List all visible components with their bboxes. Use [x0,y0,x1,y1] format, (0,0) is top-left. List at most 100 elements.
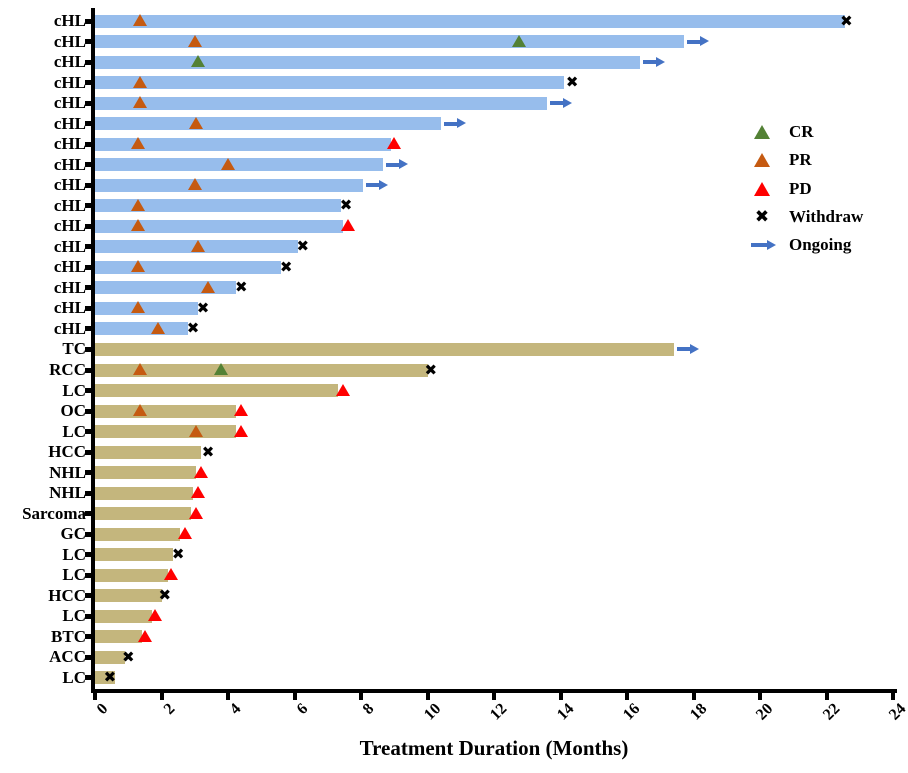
x-tick-label: 4 [226,700,245,718]
arrow-head [699,36,709,47]
cr-marker-icon [214,363,229,375]
row-label: cHL [53,236,86,256]
bar-hcc [95,589,162,603]
legend-pd-icon [754,181,770,196]
row-label: cHL [53,113,86,133]
pr-marker-icon [132,14,147,26]
row-label: cHL [53,154,86,174]
bar-btc [95,630,142,644]
arrow-head [456,118,466,129]
bar-chl [95,55,641,69]
withdraw-marker-icon: ✖ [840,11,853,30]
x-tick-label: 2 [160,700,178,718]
y-tick [85,141,92,147]
pr-marker-icon [131,219,146,232]
arrow-shaft [676,347,690,352]
bar-lc [95,384,338,398]
x-tick [226,693,230,700]
y-tick [85,346,92,352]
y-tick [85,634,92,640]
arrow-shaft [385,162,399,167]
bar-acc [95,650,125,664]
withdraw-marker-icon: ✖ [186,319,200,338]
withdraw-marker-icon: ✖ [424,360,438,379]
y-tick [85,121,92,127]
bar-nhl [95,486,194,500]
legend-label-withdraw: Withdraw [789,206,864,226]
pd-marker-icon [234,404,249,417]
y-tick [85,18,92,24]
bar-lc [95,425,237,439]
row-label: HCC [48,585,86,605]
x-tick [558,693,563,700]
row-label: BTC [51,626,86,646]
y-axis-line [91,8,95,693]
y-tick [85,39,92,45]
cr-marker-icon [511,34,526,47]
arrow-head [767,239,776,250]
y-tick [85,531,92,537]
pd-marker-icon [189,506,204,519]
bar-chl [95,158,383,172]
bar-chl [95,178,363,192]
x-tick [159,693,164,700]
x-tick [93,693,97,700]
x-tick-label: 12 [486,700,511,724]
row-label: cHL [53,93,86,113]
pd-marker-icon [191,486,206,499]
x-tick-label: 22 [819,700,843,724]
row-label: cHL [53,11,86,30]
x-tick [425,693,430,700]
row-label: Sarcoma [22,503,86,523]
pd-marker-icon [147,609,162,622]
arrow-head [656,56,666,67]
y-tick [85,80,92,86]
row-label: LC [62,544,86,564]
legend-label-cr: CR [789,122,814,141]
bar-chl [95,281,237,295]
pr-marker-icon [151,321,166,334]
y-tick [85,326,92,332]
y-tick [85,182,92,188]
row-label: LC [62,667,86,687]
y-tick [85,470,92,476]
bar-tc [95,342,674,356]
bar-gc [95,527,180,541]
bar-nhl [95,466,197,480]
pd-marker-icon [234,424,249,437]
pr-marker-icon [131,198,146,211]
row-label: cHL [53,195,86,215]
row-label: RCC [49,360,86,379]
row-label: cHL [53,72,86,92]
pd-marker-icon [340,219,355,232]
y-tick [85,408,92,414]
arrow-shaft [751,243,767,248]
arrow-head [398,159,408,170]
pr-marker-icon [221,157,235,170]
row-label: cHL [53,31,86,51]
y-tick [85,429,92,435]
legend-cr-icon [754,125,770,139]
y-tick [85,654,92,660]
legend-label-pr: PR [789,150,812,170]
row-label: NHL [49,483,86,503]
y-tick [85,572,92,578]
withdraw-marker-icon: ✖ [201,442,215,461]
x-tick-label: 20 [752,700,777,724]
pr-marker-icon [131,137,146,150]
y-tick [85,264,92,270]
pr-marker-icon [132,75,147,88]
row-label: LC [62,421,86,441]
row-label: cHL [53,277,86,297]
withdraw-marker-icon: ✖ [235,278,248,297]
bar-chl [95,117,441,131]
withdraw-marker-icon: ✖ [171,545,185,564]
withdraw-marker-icon: ✖ [565,73,579,92]
arrow-shaft [643,60,657,65]
legend-label-pd: PD [789,178,812,198]
row-label: LC [62,380,86,400]
y-tick [85,203,92,209]
x-axis-title: Treatment Duration (Months) [359,736,629,760]
row-label: cHL [53,175,86,195]
